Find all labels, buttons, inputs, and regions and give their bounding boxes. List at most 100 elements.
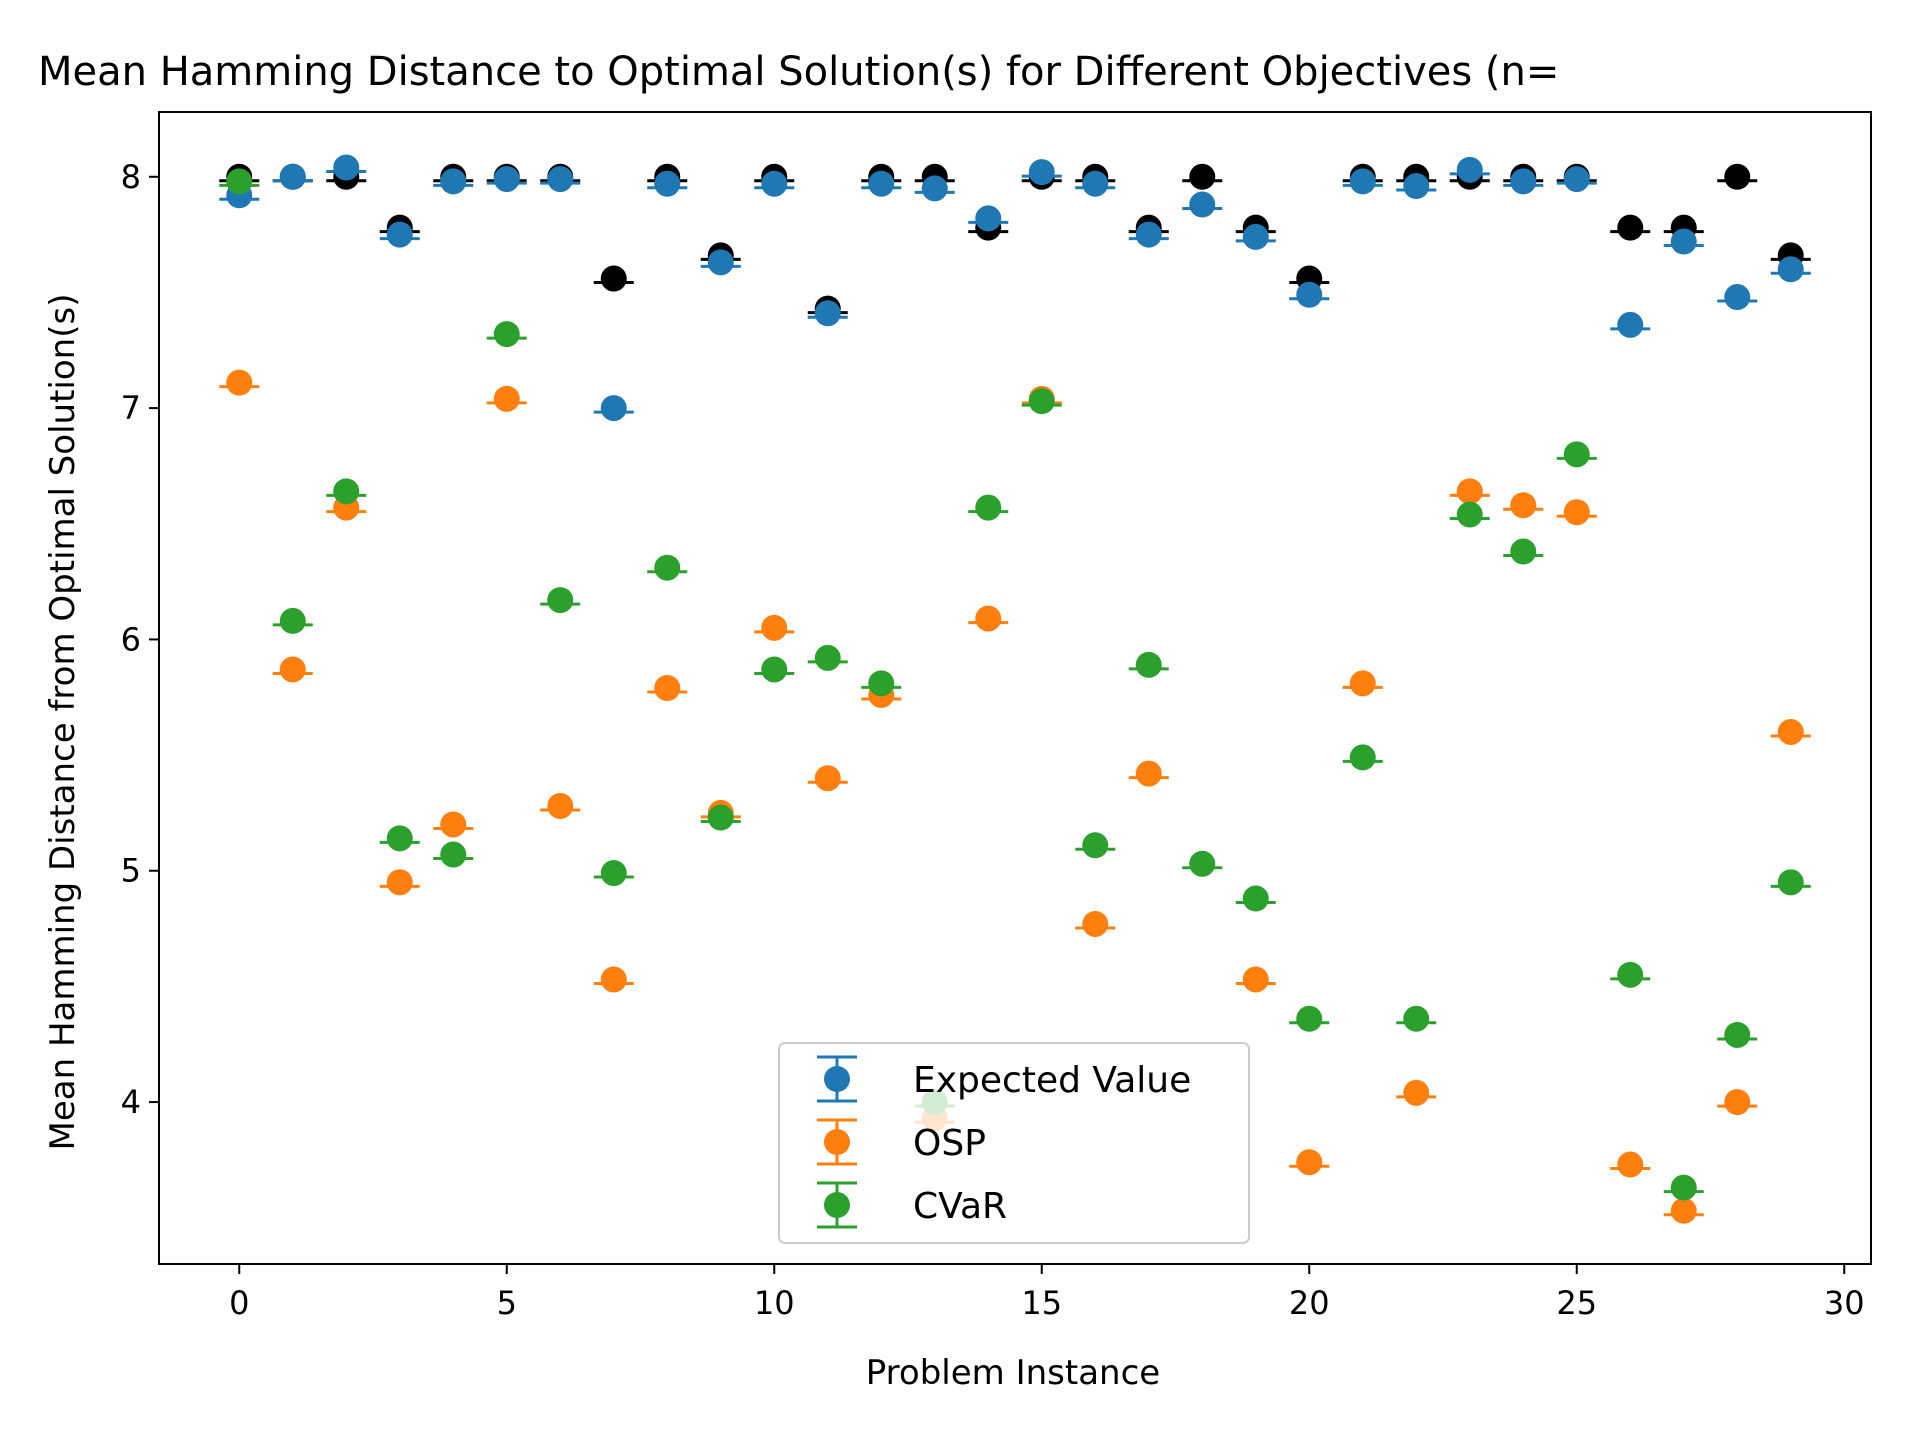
data-point — [493, 166, 520, 193]
data-point — [493, 321, 520, 348]
data-point — [1456, 501, 1483, 528]
data-point — [1296, 1149, 1323, 1176]
data-point — [975, 605, 1002, 632]
data-point — [279, 163, 306, 190]
y-tick-label: 7 — [121, 389, 141, 427]
data-point — [1403, 173, 1430, 200]
data-point — [600, 265, 627, 292]
legend-marker — [824, 1066, 850, 1092]
data-point — [1242, 966, 1269, 993]
data-point — [386, 825, 413, 852]
data-point — [1189, 191, 1216, 218]
data-point — [707, 804, 734, 831]
data-point — [1510, 492, 1537, 519]
x-tick-label: 30 — [1824, 1284, 1865, 1322]
data-point — [1670, 1174, 1697, 1201]
data-point — [654, 554, 681, 581]
data-point — [1456, 478, 1483, 505]
data-point — [1349, 670, 1376, 697]
series-1 — [219, 154, 1811, 422]
x-tick-label: 15 — [1021, 1284, 1062, 1322]
data-point — [386, 869, 413, 896]
data-point — [440, 811, 467, 838]
data-point — [761, 656, 788, 683]
legend-marker — [824, 1192, 850, 1218]
data-point — [1510, 168, 1537, 195]
data-point — [868, 170, 895, 197]
x-axis-label: Problem Instance — [866, 1353, 1160, 1393]
data-point — [814, 644, 841, 671]
data-point — [333, 478, 360, 505]
data-point — [226, 168, 253, 195]
data-point — [440, 841, 467, 868]
data-point — [1189, 163, 1216, 190]
data-point — [1242, 223, 1269, 250]
legend-label: Expected Value — [913, 1060, 1191, 1101]
data-point — [1724, 163, 1751, 190]
data-point — [1456, 156, 1483, 183]
x-tick-label: 5 — [497, 1284, 517, 1322]
plot-frame — [158, 111, 1872, 1265]
data-point — [600, 966, 627, 993]
legend-label: OSP — [913, 1123, 986, 1164]
data-point — [547, 166, 574, 193]
data-point — [814, 765, 841, 792]
data-point — [707, 249, 734, 276]
data-point — [1403, 1079, 1430, 1106]
y-axis: 4 5 6 7 8 — [121, 158, 159, 1121]
data-point — [279, 656, 306, 683]
data-point — [1510, 538, 1537, 565]
data-point — [921, 175, 948, 202]
data-point — [493, 385, 520, 412]
data-point — [975, 205, 1002, 232]
data-point — [1135, 651, 1162, 678]
data-point — [279, 607, 306, 634]
data-point — [226, 369, 253, 396]
chart-title: Mean Hamming Distance to Optimal Solutio… — [38, 49, 1559, 95]
data-point — [1777, 256, 1804, 283]
y-tick-label: 8 — [121, 158, 141, 196]
legend-box — [778, 1042, 1250, 1244]
data-point — [547, 792, 574, 819]
data-point — [1349, 168, 1376, 195]
data-point — [1403, 1005, 1430, 1032]
data-point — [814, 300, 841, 327]
data-point — [1189, 850, 1216, 877]
data-point — [1670, 1197, 1697, 1224]
data-point — [1296, 281, 1323, 308]
data-point — [1563, 441, 1590, 468]
data-point — [761, 614, 788, 641]
data-point — [1777, 869, 1804, 896]
data-point — [1777, 718, 1804, 745]
legend: Expected Value OSP CVaR — [778, 1042, 1250, 1244]
data-point — [761, 170, 788, 197]
data-point — [600, 395, 627, 422]
plot-area — [158, 111, 1872, 1265]
legend-marker — [824, 1129, 850, 1155]
y-tick-label: 4 — [121, 1083, 141, 1121]
data-point — [547, 587, 574, 614]
y-tick-label: 6 — [121, 620, 141, 658]
data-point — [1028, 388, 1055, 415]
x-tick-label: 10 — [754, 1284, 795, 1322]
data-point — [1563, 499, 1590, 526]
series-2 — [219, 369, 1811, 1224]
data-point — [868, 670, 895, 697]
data-point — [1563, 166, 1590, 193]
data-point — [1617, 311, 1644, 338]
data-point — [600, 860, 627, 887]
data-point — [1670, 228, 1697, 255]
data-point — [1082, 910, 1109, 937]
data-point — [1296, 1005, 1323, 1032]
legend-label: CVaR — [913, 1186, 1007, 1227]
data-point — [1135, 221, 1162, 248]
data-point — [654, 675, 681, 701]
data-point — [333, 154, 360, 181]
data-point — [1617, 1151, 1644, 1178]
data-point — [1724, 1021, 1751, 1048]
data-point — [1082, 832, 1109, 859]
y-tick-label: 5 — [121, 852, 141, 890]
legend-entry: Expected Value — [817, 1055, 1191, 1103]
data-point — [1724, 284, 1751, 311]
